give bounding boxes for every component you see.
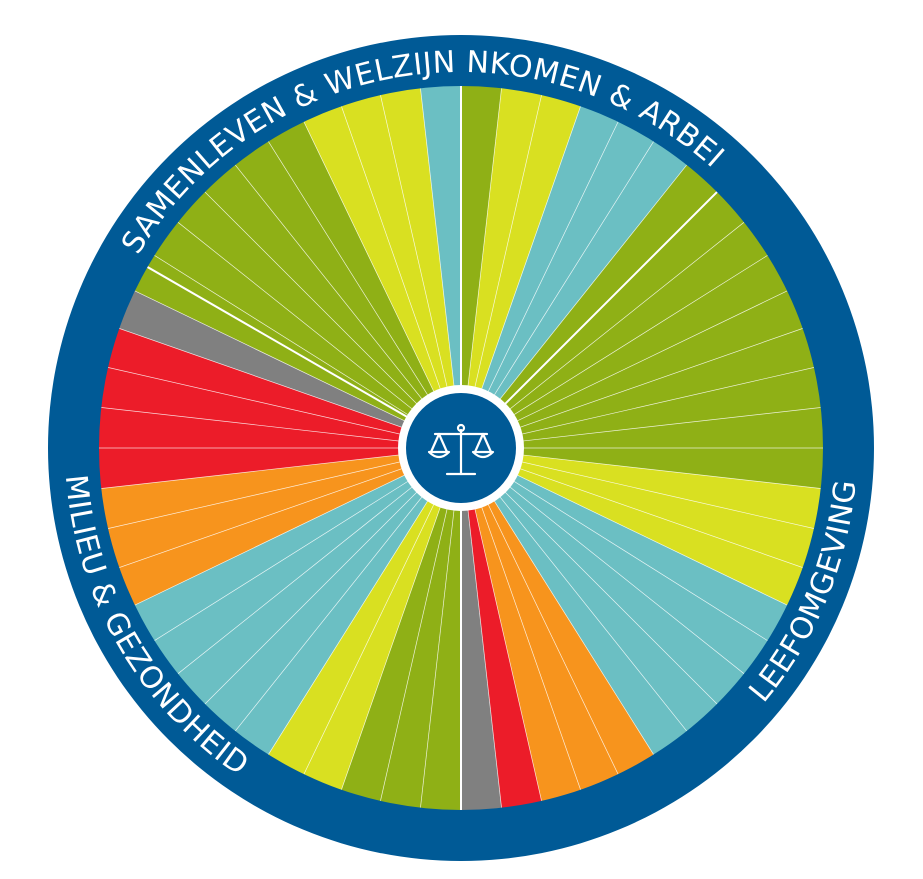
wheel-segment: [461, 286, 813, 448]
wheel-segment: [170, 448, 461, 712]
wheel-segment: [378, 78, 461, 449]
wheel-segment: [461, 448, 813, 610]
wheel-segment: [461, 184, 752, 448]
wheel-segment: [461, 96, 623, 449]
wheel-segment: [229, 448, 461, 763]
wheel-segment: [461, 448, 659, 784]
wheel-segment: [98, 325, 462, 448]
section-separator: [460, 153, 756, 449]
wheel-segment: [146, 216, 461, 448]
wheel-segment: [461, 448, 623, 800]
wheel-segment: [299, 448, 461, 800]
wheel-segment: [146, 448, 461, 680]
wheel-segment: [91, 365, 462, 448]
wheel-segment: [461, 112, 659, 448]
wheel-segment: [461, 448, 584, 811]
wheel-segment: [461, 85, 584, 449]
section-separator: [101, 239, 462, 449]
wheel-segment: [461, 448, 831, 531]
wheel-segment: [461, 250, 797, 448]
wheel-segment: [338, 85, 461, 449]
wheel-segment: [170, 184, 461, 448]
wheel-segment: [299, 96, 461, 449]
wheel-segment: [197, 157, 461, 448]
wheel-segment: [263, 448, 461, 784]
wheel-segment: [461, 448, 797, 646]
wheel-segment: [109, 286, 462, 448]
wheel-segment: [461, 157, 725, 448]
wheel-segment: [461, 133, 693, 448]
wheel-segment: [461, 448, 824, 571]
wheel-segment: [461, 325, 824, 448]
wheel-segments: [89, 76, 833, 820]
wheel-segment: [338, 448, 461, 811]
center-hub: [398, 385, 524, 511]
wheel-segment: [461, 448, 776, 680]
balance-scale-icon: [427, 423, 495, 476]
wheel-segment: [109, 448, 462, 610]
wheel-segment: [461, 78, 544, 449]
wheel-segment: [461, 448, 693, 763]
wheel-segment: [197, 448, 461, 739]
wheel-segment: [263, 112, 461, 448]
wheel-segment: [91, 448, 462, 531]
wheel-segment: [461, 365, 831, 448]
wheel-segment: [461, 448, 752, 712]
wheel-segment: [461, 448, 725, 739]
wheel-segment: [229, 133, 461, 448]
wheel-segment: [461, 448, 544, 818]
wheel-segment: [125, 448, 461, 646]
wheel-segment: [378, 448, 461, 818]
wheel-segment: [98, 448, 462, 571]
wheel-segment: [461, 216, 776, 448]
